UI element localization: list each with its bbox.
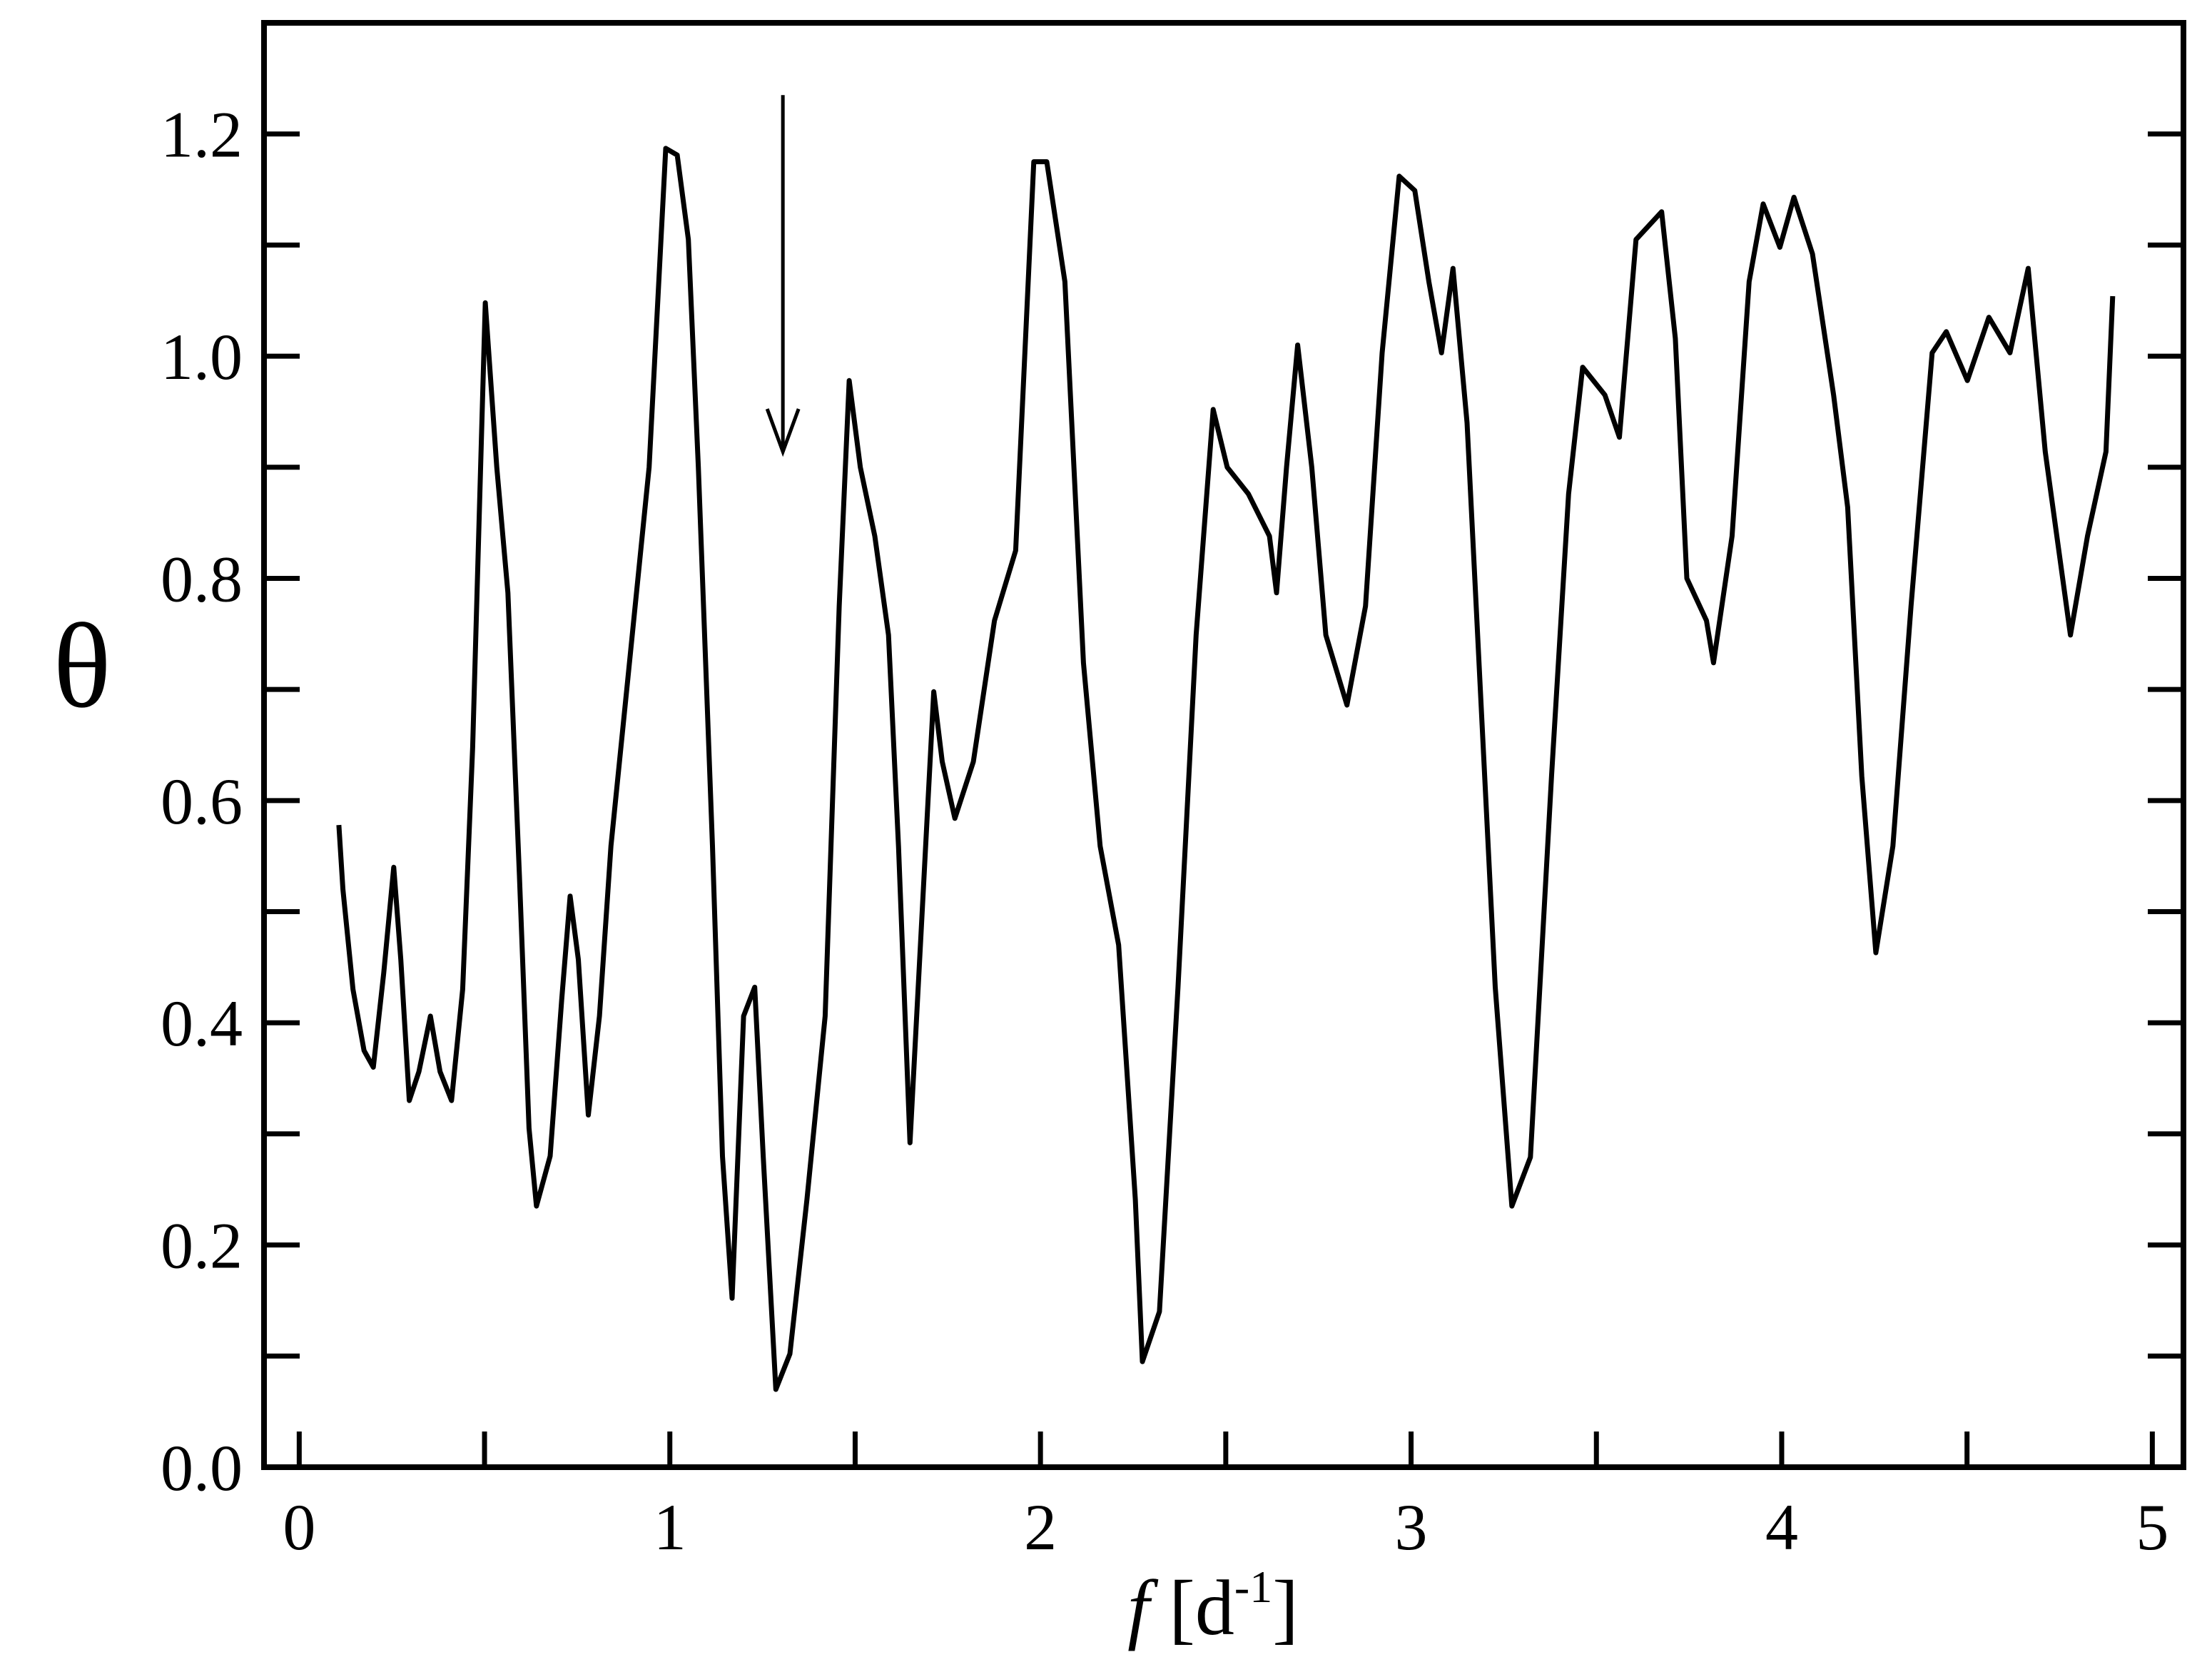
x-tick-label: 0	[283, 1491, 315, 1564]
x-axis-label: f [d-1]	[1127, 1561, 1299, 1651]
y-tick-label: 0.4	[161, 987, 243, 1060]
y-tick-label: 0.8	[161, 542, 243, 615]
y-axis-label: θ	[53, 599, 111, 733]
x-tick-label: 3	[1395, 1491, 1428, 1564]
arrow-head	[765, 408, 801, 457]
y-tick-label: 1.2	[161, 98, 243, 171]
plot-frame	[261, 20, 2186, 1470]
x-tick-label: 2	[1024, 1491, 1057, 1564]
y-tick-label: 0.2	[161, 1210, 243, 1282]
y-tick-label: 0.6	[161, 765, 243, 838]
y-tick-label: 1.0	[161, 320, 243, 393]
data-line	[336, 146, 2116, 1392]
x-label-exp: -1	[1234, 1561, 1272, 1612]
x-tick-label: 1	[654, 1491, 686, 1564]
x-tick-label: 4	[1765, 1491, 1798, 1564]
x-label-close: ]	[1272, 1564, 1299, 1651]
y-tick-label: 0.0	[161, 1432, 243, 1504]
x-tick-label: 5	[2136, 1491, 2168, 1564]
x-label-unit: [d	[1150, 1564, 1234, 1651]
